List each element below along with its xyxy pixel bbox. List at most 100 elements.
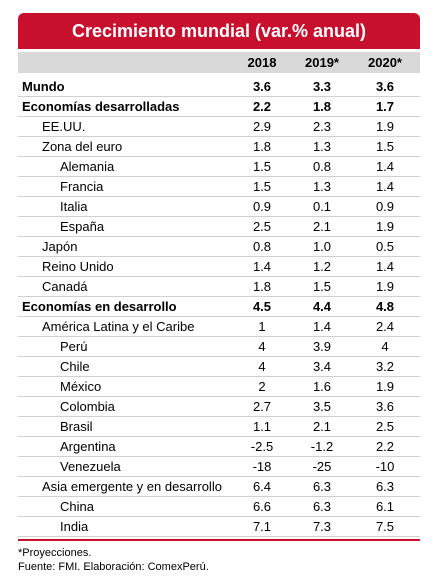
row-label: China xyxy=(60,499,94,514)
cell-value: 3.6 xyxy=(375,399,395,414)
cell-value: 1.7 xyxy=(375,99,395,114)
cell-value: -25 xyxy=(312,459,332,474)
table-row: Economías desarrolladas 2.2 1.8 1.7 xyxy=(18,97,420,117)
cell-value: 1.3 xyxy=(312,179,332,194)
cell-value: 2.5 xyxy=(375,419,395,434)
cell-value: 6.3 xyxy=(375,479,395,494)
table-row: Italia 0.9 0.1 0.9 xyxy=(18,197,420,217)
table-row: Zona del euro 1.8 1.3 1.5 xyxy=(18,137,420,157)
row-label: Francia xyxy=(60,179,104,194)
cell-value: 4.5 xyxy=(252,299,272,314)
cell-value: 4 xyxy=(381,339,389,354)
cell-value: 1.6 xyxy=(312,379,332,394)
row-label: Canadá xyxy=(42,279,88,294)
table-row: Reino Unido 1.4 1.2 1.4 xyxy=(18,257,420,277)
table-row: Perú 4 3.9 4 xyxy=(18,337,420,357)
row-label: Colombia xyxy=(60,399,115,414)
cell-value: 2.4 xyxy=(375,319,395,334)
footnote: *Proyecciones. xyxy=(18,547,92,559)
table-row: España 2.5 2.1 1.9 xyxy=(18,217,420,237)
cell-value: 6.6 xyxy=(252,499,272,514)
cell-value: 1.9 xyxy=(375,279,395,294)
cell-value: 3.4 xyxy=(312,359,332,374)
table-row: Canadá 1.8 1.5 1.9 xyxy=(18,277,420,297)
table-row: EE.UU. 2.9 2.3 1.9 xyxy=(18,117,420,137)
cell-value: 7.1 xyxy=(252,519,272,534)
table-title: Crecimiento mundial (var.% anual) xyxy=(18,13,420,49)
cell-value: 1.8 xyxy=(312,99,332,114)
cell-value: -18 xyxy=(252,459,272,474)
cell-value: 1.2 xyxy=(312,259,332,274)
column-header: 2020* xyxy=(368,55,402,70)
cell-value: 1.1 xyxy=(252,419,272,434)
cell-value: 4.4 xyxy=(312,299,332,314)
table-row: Colombia 2.7 3.5 3.6 xyxy=(18,397,420,417)
row-label: India xyxy=(60,519,89,534)
row-label: Perú xyxy=(60,339,88,354)
cell-value: 2.9 xyxy=(252,119,272,134)
table-row: Japón 0.8 1.0 0.5 xyxy=(18,237,420,257)
cell-value: -2.5 xyxy=(250,439,274,454)
row-label: Zona del euro xyxy=(42,139,123,154)
cell-value: 1.4 xyxy=(375,259,395,274)
cell-value: 1.8 xyxy=(252,279,272,294)
cell-value: 1.9 xyxy=(375,219,395,234)
cell-value: 4 xyxy=(258,359,266,374)
cell-value: 2.2 xyxy=(375,439,395,454)
cell-value: 0.5 xyxy=(375,239,395,254)
row-label: Italia xyxy=(60,199,88,214)
cell-value: 0.8 xyxy=(312,159,332,174)
column-header: 2018 xyxy=(247,55,277,70)
column-header: 2019* xyxy=(305,55,339,70)
cell-value: 2.2 xyxy=(252,99,272,114)
row-label: Mundo xyxy=(22,79,65,94)
cell-value: 3.6 xyxy=(375,79,395,94)
cell-value: 3.5 xyxy=(312,399,332,414)
table-row: Chile 4 3.4 3.2 xyxy=(18,357,420,377)
table-row: India 7.1 7.3 7.5 xyxy=(18,517,420,537)
table-row: Venezuela -18 -25 -10 xyxy=(18,457,420,477)
table-row: Asia emergente y en desarrollo 6.4 6.3 6.3 xyxy=(18,477,420,497)
cell-value: 6.1 xyxy=(375,499,395,514)
table-row: Argentina -2.5 -1.2 2.2 xyxy=(18,437,420,457)
row-label: Asia emergente y en desarrollo xyxy=(42,479,222,494)
cell-value: 2.1 xyxy=(312,219,332,234)
cell-value: 1.9 xyxy=(375,119,395,134)
cell-value: 2.3 xyxy=(312,119,332,134)
cell-value: 3.6 xyxy=(252,79,272,94)
header-row: 2018 2019* 2020* xyxy=(18,52,420,73)
cell-value: 1.3 xyxy=(312,139,332,154)
cell-value: 1.4 xyxy=(252,259,272,274)
cell-value: 1.0 xyxy=(312,239,332,254)
table-row: Alemania 1.5 0.8 1.4 xyxy=(18,157,420,177)
row-label: Japón xyxy=(42,239,78,254)
cell-value: 6.4 xyxy=(252,479,272,494)
cell-value: 6.3 xyxy=(312,499,332,514)
cell-value: 4 xyxy=(258,339,266,354)
cell-value: 0.9 xyxy=(375,199,395,214)
row-label: Alemania xyxy=(60,159,115,174)
row-label: Economías desarrolladas xyxy=(22,99,180,114)
cell-value: 1.5 xyxy=(252,159,272,174)
cell-value: 1.4 xyxy=(375,159,395,174)
table-row: Economías en desarrollo 4.5 4.4 4.8 xyxy=(18,297,420,317)
table-row: China 6.6 6.3 6.1 xyxy=(18,497,420,517)
cell-value: -1.2 xyxy=(310,439,334,454)
cell-value: 2.1 xyxy=(312,419,332,434)
cell-value: 1.5 xyxy=(312,279,332,294)
row-label: España xyxy=(60,219,105,234)
cell-value: 1.4 xyxy=(375,179,395,194)
row-label: México xyxy=(60,379,102,394)
cell-value: 1.4 xyxy=(312,319,332,334)
cell-value: 1.5 xyxy=(252,179,272,194)
cell-value: 0.9 xyxy=(252,199,272,214)
cell-value: -10 xyxy=(375,459,395,474)
cell-value: 1.9 xyxy=(375,379,395,394)
row-label: Chile xyxy=(60,359,90,374)
table-row: Mundo 3.6 3.3 3.6 xyxy=(18,77,420,97)
divider xyxy=(18,539,420,541)
cell-value: 4.8 xyxy=(375,299,395,314)
row-label: Venezuela xyxy=(60,459,121,474)
table-row: México 2 1.6 1.9 xyxy=(18,377,420,397)
